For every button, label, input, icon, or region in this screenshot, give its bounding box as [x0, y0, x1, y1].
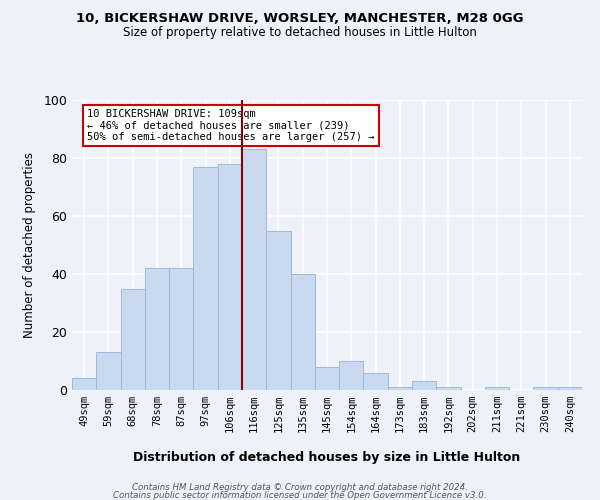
Bar [339, 361, 364, 390]
Bar [558, 387, 582, 390]
Text: Contains HM Land Registry data © Crown copyright and database right 2024.: Contains HM Land Registry data © Crown c… [132, 483, 468, 492]
Bar [218, 164, 242, 390]
Y-axis label: Number of detached properties: Number of detached properties [23, 152, 37, 338]
Bar [96, 352, 121, 390]
Text: 10 BICKERSHAW DRIVE: 109sqm
← 46% of detached houses are smaller (239)
50% of se: 10 BICKERSHAW DRIVE: 109sqm ← 46% of det… [88, 108, 375, 142]
Bar [121, 288, 145, 390]
Bar [388, 387, 412, 390]
Text: Distribution of detached houses by size in Little Hulton: Distribution of detached houses by size … [133, 451, 521, 464]
Bar [169, 268, 193, 390]
Text: Size of property relative to detached houses in Little Hulton: Size of property relative to detached ho… [123, 26, 477, 39]
Bar [145, 268, 169, 390]
Bar [412, 382, 436, 390]
Bar [266, 230, 290, 390]
Bar [315, 367, 339, 390]
Bar [485, 387, 509, 390]
Bar [290, 274, 315, 390]
Text: 10, BICKERSHAW DRIVE, WORSLEY, MANCHESTER, M28 0GG: 10, BICKERSHAW DRIVE, WORSLEY, MANCHESTE… [76, 12, 524, 26]
Bar [364, 372, 388, 390]
Bar [193, 166, 218, 390]
Bar [72, 378, 96, 390]
Text: Contains public sector information licensed under the Open Government Licence v3: Contains public sector information licen… [113, 492, 487, 500]
Bar [533, 387, 558, 390]
Bar [436, 387, 461, 390]
Bar [242, 150, 266, 390]
